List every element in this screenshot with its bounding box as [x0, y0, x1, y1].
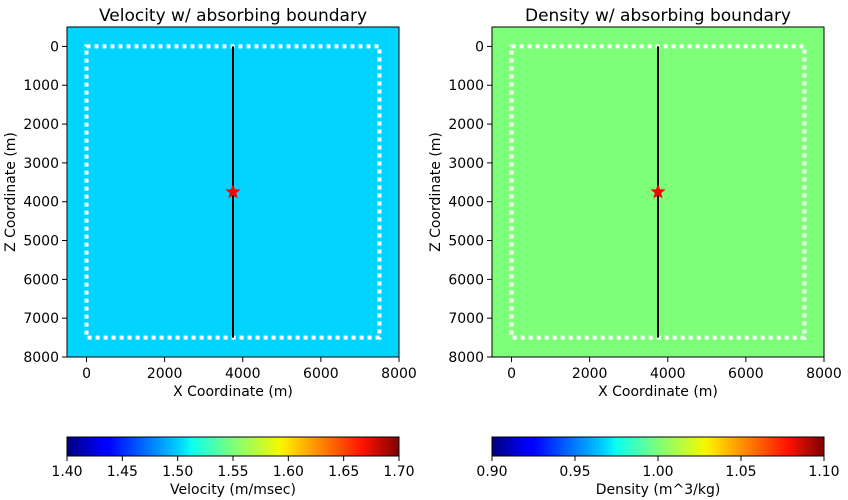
y-axis-label: Z Coordinate (m)	[3, 132, 19, 252]
y-tick-label: 6000	[448, 272, 484, 288]
y-tick-label: 6000	[23, 272, 59, 288]
x-axis-label: X Coordinate (m)	[173, 384, 293, 400]
colorbar-tick-label: 1.65	[328, 464, 359, 480]
x-tick-label: 8000	[806, 366, 842, 382]
y-tick-label: 4000	[448, 195, 484, 211]
y-tick-label: 1000	[448, 78, 484, 94]
y-tick-label: 0	[50, 39, 59, 55]
chart-title: Density w/ absorbing boundary	[525, 6, 791, 26]
colorbar-tick-label: 1.70	[383, 464, 414, 480]
colorbar-tick-label: 1.50	[162, 464, 193, 480]
colorbar-tick-label: 0.90	[476, 464, 507, 480]
colorbar-tick-label: 1.45	[107, 464, 138, 480]
chart-title: Velocity w/ absorbing boundary	[99, 6, 367, 26]
y-tick-label: 3000	[23, 156, 59, 172]
source-star	[650, 184, 666, 199]
axes-frame	[66, 26, 400, 358]
x-tick-label: 6000	[728, 366, 764, 382]
y-tick-label: 5000	[23, 234, 59, 250]
x-tick-label: 0	[82, 366, 91, 382]
x-tick-label: 4000	[225, 366, 261, 382]
y-tick-label: 7000	[448, 311, 484, 327]
y-tick-label: 0	[475, 39, 484, 55]
colorbar-label: Density (m^3/kg)	[596, 482, 721, 498]
x-tick-label: 2000	[572, 366, 608, 382]
chart-panel-2: Density w/ absorbing boundary 0 2000 4000 60…	[428, 6, 842, 498]
colorbar-tick-label: 1.60	[273, 464, 304, 480]
colorbar-label: Velocity (m/msec)	[170, 482, 296, 498]
source-star	[225, 184, 241, 199]
colorbar-tick-label: 1.00	[642, 464, 673, 480]
y-tick-label: 2000	[448, 117, 484, 133]
colorbar-tick-label: 1.40	[51, 464, 82, 480]
axes-frame	[491, 26, 825, 358]
chart-panel-1: Velocity w/ absorbing boundary 0 2000 4000 6…	[3, 6, 417, 498]
colorbar-tick-label: 0.95	[559, 464, 590, 480]
y-tick-label: 3000	[448, 156, 484, 172]
y-tick-label: 1000	[23, 78, 59, 94]
y-tick-label: 2000	[23, 117, 59, 133]
colorbar	[67, 437, 399, 456]
y-axis-label: Z Coordinate (m)	[428, 132, 444, 252]
y-tick-label: 8000	[448, 350, 484, 366]
colorbar-tick-label: 1.55	[217, 464, 248, 480]
y-tick-label: 7000	[23, 311, 59, 327]
x-tick-label: 6000	[303, 366, 339, 382]
y-tick-label: 5000	[448, 234, 484, 250]
x-tick-label: 8000	[381, 366, 417, 382]
x-tick-label: 4000	[650, 366, 686, 382]
y-tick-label: 8000	[23, 350, 59, 366]
x-tick-label: 0	[507, 366, 516, 382]
y-tick-label: 4000	[23, 195, 59, 211]
x-axis-label: X Coordinate (m)	[598, 384, 718, 400]
colorbar	[492, 437, 824, 456]
x-tick-label: 2000	[147, 366, 183, 382]
colorbar-tick-label: 1.10	[808, 464, 839, 480]
colorbar-tick-label: 1.05	[725, 464, 756, 480]
